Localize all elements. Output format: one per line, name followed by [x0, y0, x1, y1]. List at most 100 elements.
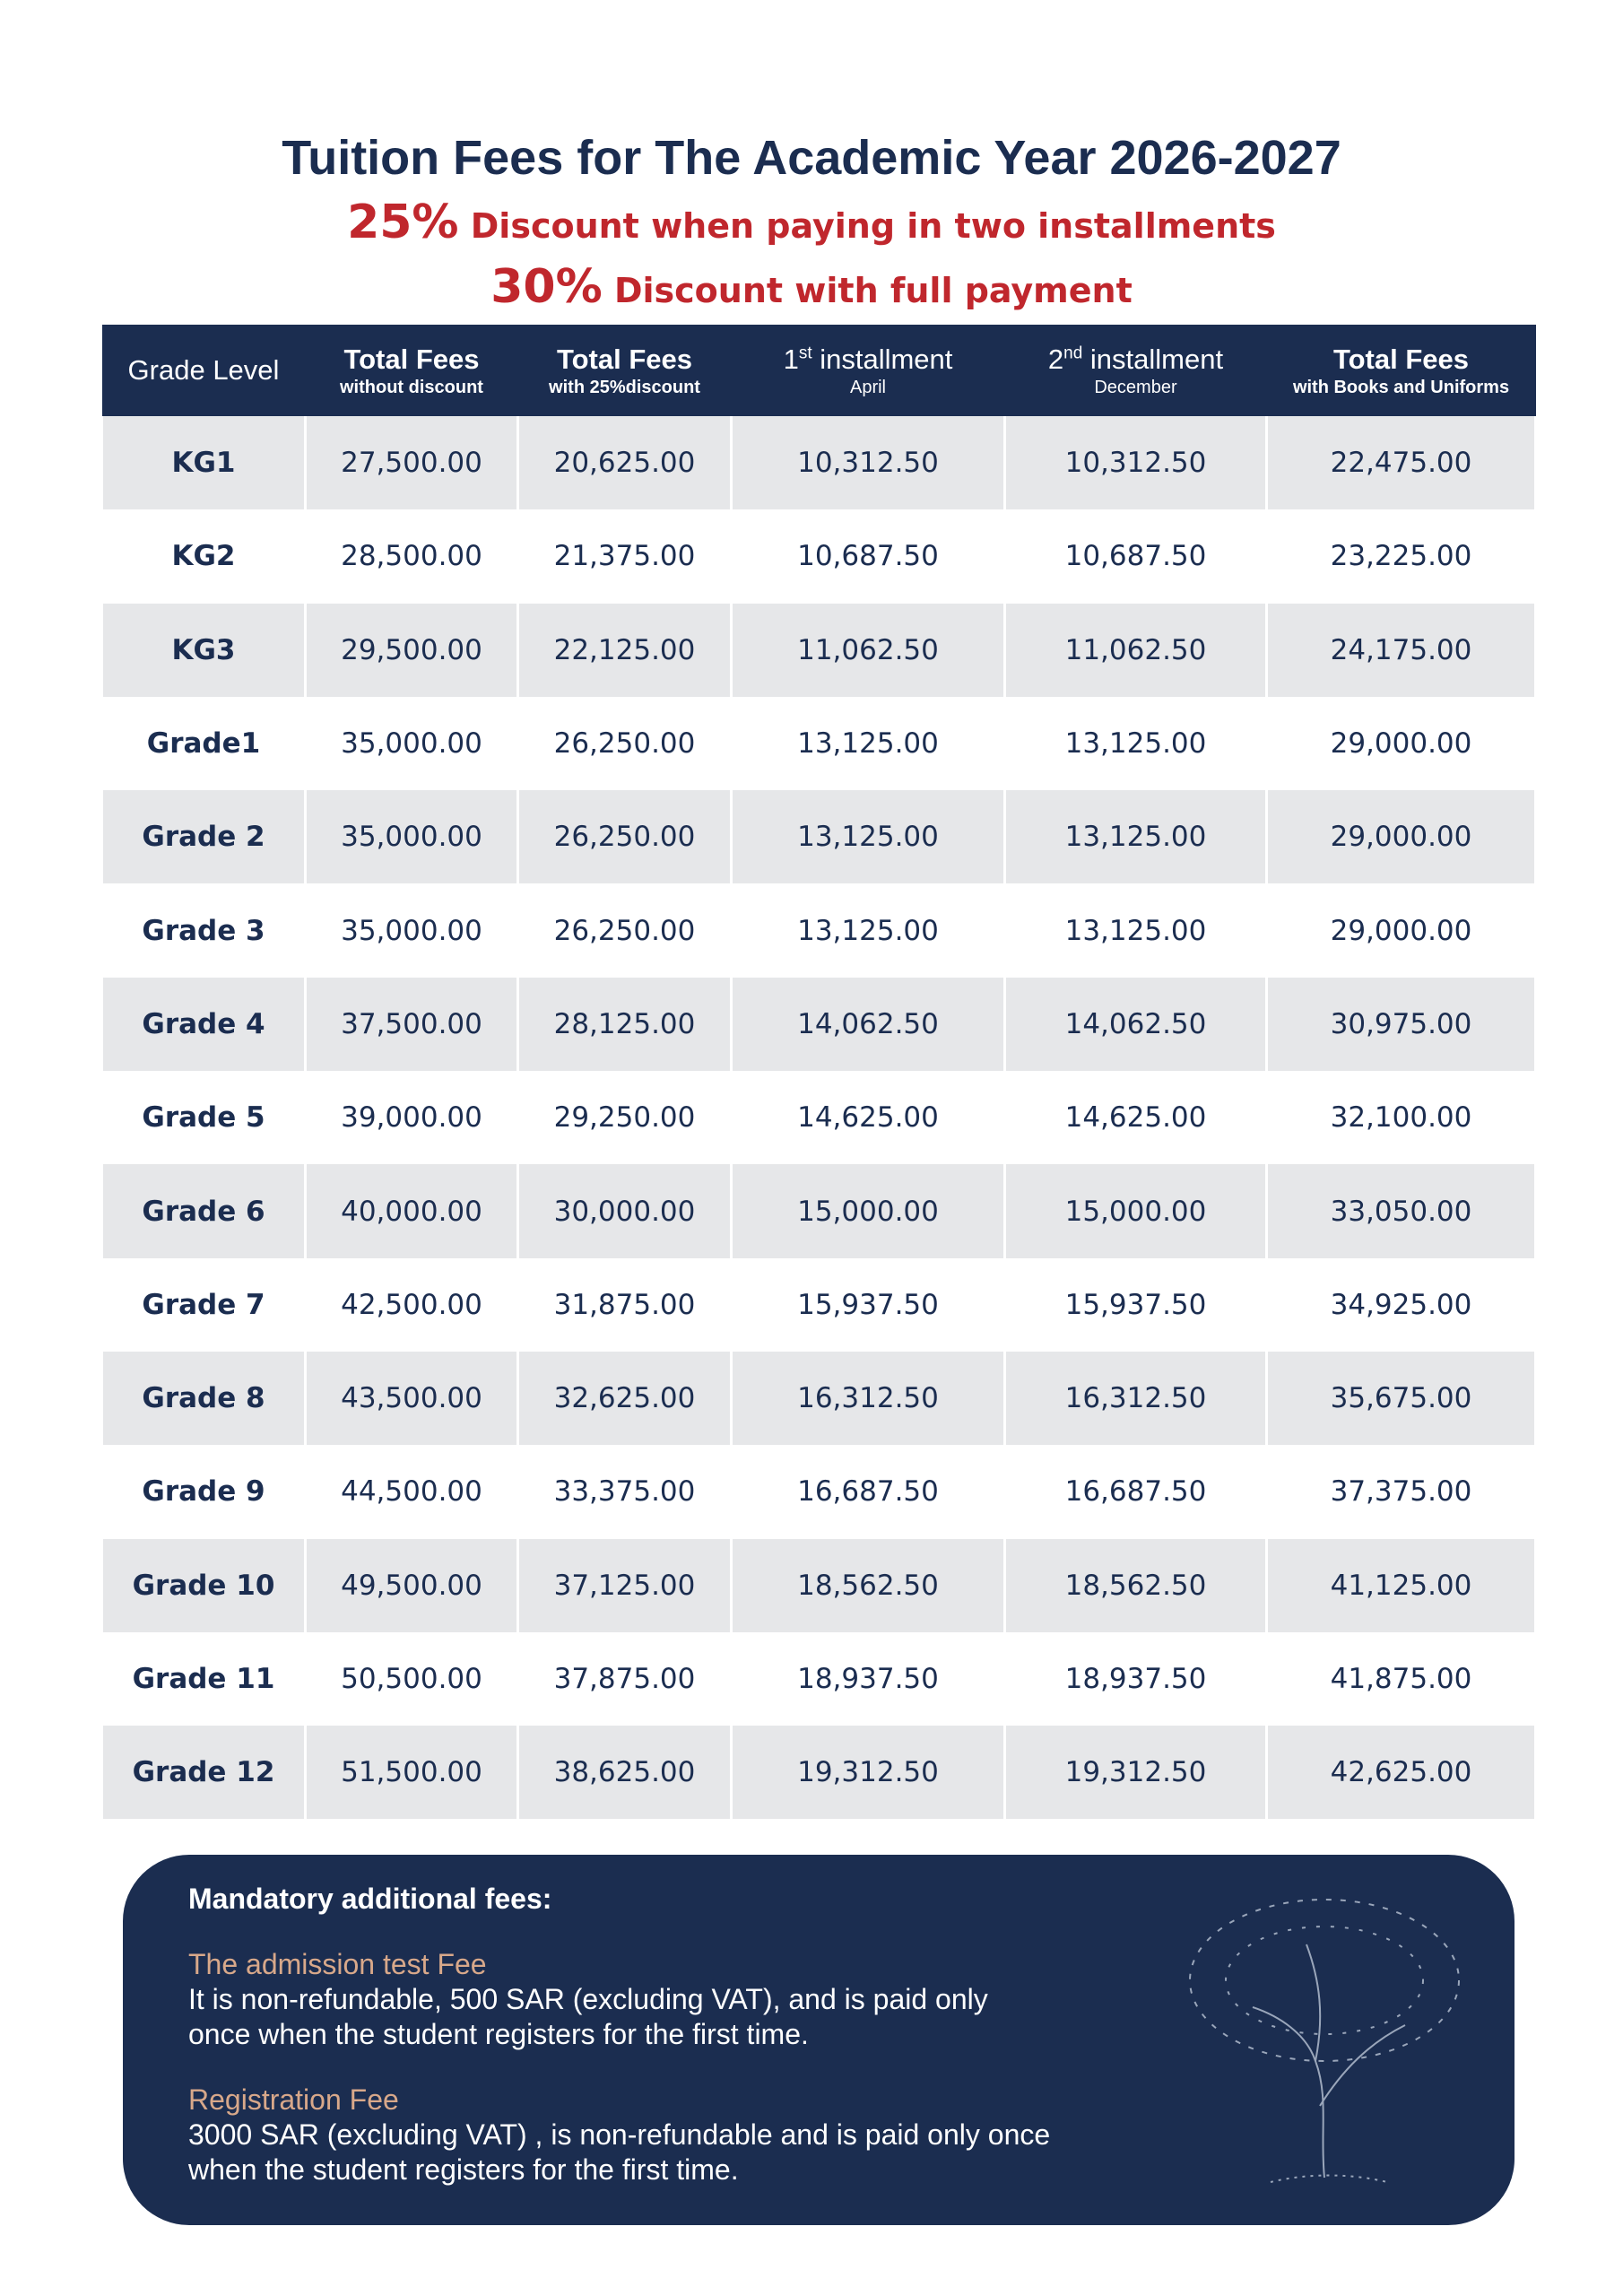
- fee-cell: 33,375.00: [516, 1445, 733, 1539]
- fee-cell: 32,625.00: [516, 1351, 733, 1446]
- fee-cell: 38,625.00: [516, 1726, 733, 1820]
- fee-cell: 18,937.50: [730, 1631, 1006, 1726]
- fee-cell: 13,125.00: [1003, 696, 1268, 791]
- fee-cell: 26,250.00: [516, 696, 733, 791]
- fee-cell: 35,000.00: [304, 696, 519, 791]
- column-title-text: Grade Level: [127, 354, 280, 386]
- column-title-text: Total Fees: [1332, 343, 1470, 375]
- fee-cell: 37,125.00: [516, 1538, 733, 1632]
- fee-cell: 11,062.50: [1003, 603, 1268, 697]
- grade-cell: Grade 10: [100, 1538, 307, 1632]
- column-subtitle: with Books and Uniforms: [1292, 377, 1510, 397]
- fee-cell: 14,062.50: [730, 977, 1006, 1072]
- fee-cell: 16,687.50: [730, 1445, 1006, 1539]
- discount-text: Discount when paying in two installments: [458, 206, 1276, 246]
- table-row: Grade 12 51,500.00 38,625.00 19,312.50 19,31…: [100, 1726, 1537, 1820]
- column-header: Total Fees with Books and Uniforms: [1266, 325, 1536, 416]
- fee-cell: 29,000.00: [1265, 790, 1537, 884]
- fee-cell: 37,500.00: [304, 977, 519, 1072]
- table-row: Grade 6 40,000.00 30,000.00 15,000.00 15,000…: [100, 1164, 1537, 1258]
- column-title: Total Fees: [306, 344, 518, 376]
- percent: 30%: [490, 260, 603, 314]
- table-row: KG3 29,500.00 22,125.00 11,062.50 11,062.50 2…: [100, 603, 1537, 697]
- fee-cell: 16,687.50: [1003, 1445, 1268, 1539]
- fee-cell: 37,375.00: [1265, 1445, 1537, 1539]
- fee-cell: 39,000.00: [304, 1071, 519, 1165]
- fee-cell: 13,125.00: [730, 883, 1006, 978]
- discount: 25% Discount when paying in two installm…: [0, 196, 1623, 249]
- fee-cell: 22,125.00: [516, 603, 733, 697]
- fee-cell: 30,975.00: [1265, 977, 1537, 1072]
- column-title-rest: installment: [812, 343, 953, 375]
- note-line: when the student registers for the first…: [188, 2153, 739, 2186]
- grade-cell: Grade1: [100, 696, 307, 791]
- fee-cell: 26,250.00: [516, 790, 733, 884]
- column-title-text: Total Fees: [343, 343, 480, 375]
- fee-cell: 35,000.00: [304, 790, 519, 884]
- note-heading: The admission test Fee: [188, 1948, 487, 1980]
- fee-cell: 13,125.00: [1003, 883, 1268, 978]
- fee-cell: 29,000.00: [1265, 696, 1537, 791]
- table-row: Grade 2 35,000.00 26,250.00 13,125.00 13,125…: [100, 790, 1537, 884]
- table-row: Grade 8 43,500.00 32,625.00 16,312.50 16,312…: [100, 1351, 1537, 1446]
- column-title: Total Fees: [1267, 344, 1536, 376]
- table-row: Grade 5 39,000.00 29,250.00 14,625.00 14,625…: [100, 1071, 1537, 1165]
- fee-cell: 15,937.50: [730, 1257, 1006, 1352]
- note-item: Registration Fee 3000 SAR (excluding VAT)…: [188, 2083, 1085, 2187]
- title: Tuition Fees for The Academic Year 2026-…: [282, 131, 1341, 185]
- header-row: Grade Level Total Fees without discount Tot…: [101, 325, 1536, 416]
- note-item: The admission test Fee It is non-refundab…: [188, 1947, 1085, 2052]
- table-row: Grade 7 42,500.00 31,875.00 15,937.50 15,937…: [100, 1257, 1537, 1352]
- column-title: 1st installment: [732, 344, 1005, 376]
- fee-cell: 19,312.50: [730, 1726, 1006, 1820]
- grade-cell: Grade 12: [100, 1726, 307, 1820]
- fee-cell: 10,687.50: [1003, 509, 1268, 604]
- fee-cell: 29,000.00: [1265, 883, 1537, 978]
- fee-cell: 11,062.50: [730, 603, 1006, 697]
- column-subtitle: April: [849, 377, 886, 397]
- column-subtitle: December: [1094, 377, 1177, 397]
- fee-cell: 40,000.00: [304, 1164, 519, 1258]
- table-row: Grade 11 50,500.00 37,875.00 18,937.50 18,93…: [100, 1631, 1537, 1726]
- fee-cell: 15,937.50: [1003, 1257, 1268, 1352]
- column-title: Total Fees: [518, 344, 732, 376]
- fee-cell: 28,125.00: [516, 977, 733, 1072]
- fee-cell: 10,312.50: [1003, 416, 1268, 510]
- notes: Mandatory additional fees: The admission …: [188, 1882, 1085, 2218]
- fee-cell: 18,562.50: [730, 1538, 1006, 1632]
- fee-cell: 42,500.00: [304, 1257, 519, 1352]
- table-row: Grade 3 35,000.00 26,250.00 13,125.00 13,125…: [100, 883, 1537, 978]
- table-row: KG2 28,500.00 21,375.00 10,687.50 10,687.50 2…: [100, 509, 1537, 604]
- notes-title: Mandatory additional fees:: [188, 1883, 552, 1915]
- discount-text: Discount with full payment: [602, 271, 1133, 310]
- fee-cell: 14,062.50: [1003, 977, 1268, 1072]
- fee-cell: 34,925.00: [1265, 1257, 1537, 1352]
- grade-cell: KG3: [100, 603, 307, 697]
- grade-cell: Grade 2: [100, 790, 307, 884]
- grade-cell: Grade 9: [100, 1445, 307, 1539]
- column-subtitle: without discount: [340, 377, 483, 397]
- fee-cell: 14,625.00: [730, 1071, 1006, 1165]
- fee-cell: 18,937.50: [1003, 1631, 1268, 1726]
- fee-cell: 14,625.00: [1003, 1071, 1268, 1165]
- fee-cell: 23,225.00: [1265, 509, 1537, 604]
- fee-cell: 43,500.00: [304, 1351, 519, 1446]
- tree-decoration: [1189, 1899, 1460, 2183]
- grade-cell: Grade 7: [100, 1257, 307, 1352]
- grade-cell: Grade 6: [100, 1164, 307, 1258]
- fee-cell: 15,000.00: [730, 1164, 1006, 1258]
- fee-cell: 33,050.00: [1265, 1164, 1537, 1258]
- fee-cell: 41,125.00: [1265, 1538, 1537, 1632]
- fee-cell: 49,500.00: [304, 1538, 519, 1632]
- fee-cell: 41,875.00: [1265, 1631, 1537, 1726]
- column-title-rest: installment: [1082, 343, 1224, 375]
- column-subtitle: with 25%discount: [549, 377, 700, 397]
- fee-cell: 29,250.00: [516, 1071, 733, 1165]
- column-title: 2nd installment: [1005, 344, 1267, 376]
- fee-cell: 16,312.50: [1003, 1351, 1268, 1446]
- grade-cell: Grade 5: [100, 1071, 307, 1165]
- grade-cell: KG1: [100, 416, 307, 510]
- fee-cell: 42,625.00: [1265, 1726, 1537, 1820]
- table-row: KG1 27,500.00 20,625.00 10,312.50 10,312.50 2…: [100, 416, 1537, 510]
